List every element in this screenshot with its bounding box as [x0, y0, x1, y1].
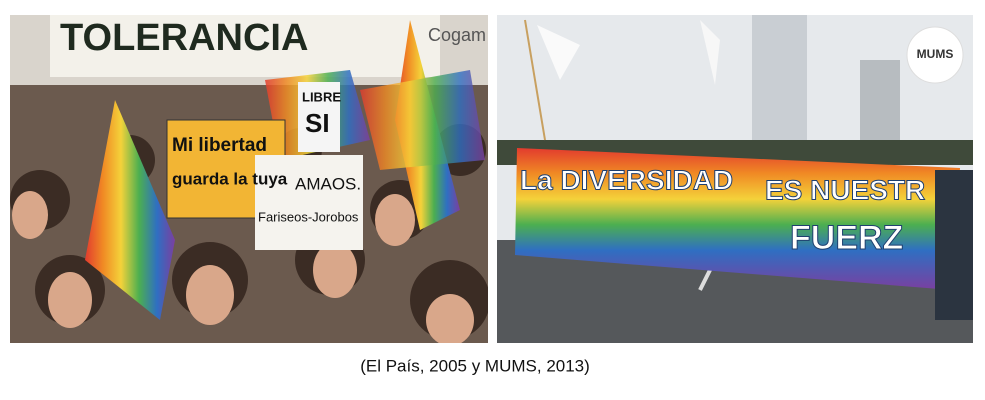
sign-text: Mi libertad	[172, 135, 267, 156]
sign-text: TOLERANCIA	[60, 17, 308, 59]
sign-text: Fariseos-Jorobos	[258, 209, 359, 224]
sign-text: SI	[305, 108, 330, 138]
sign-text: Cogam	[428, 25, 486, 45]
banner-text: La DIVERSIDAD	[520, 164, 733, 195]
sign-text: guarda la tuya	[172, 169, 288, 188]
logo-text: MUMS	[917, 47, 954, 61]
banner-text: FUERZ	[790, 219, 903, 257]
sign-text: LIBRE	[302, 89, 341, 104]
photo-right: La DIVERSIDAD ES NUESTR FUERZ MUMS	[497, 15, 973, 343]
sign-text: AMAOS.	[295, 174, 361, 193]
caption: (El País, 2005 y MUMS, 2013)	[360, 356, 590, 375]
banner-text: ES NUESTR	[765, 174, 925, 205]
photo-left: TOLERANCIA Cogam Mi libertad guarda la t…	[10, 15, 488, 343]
